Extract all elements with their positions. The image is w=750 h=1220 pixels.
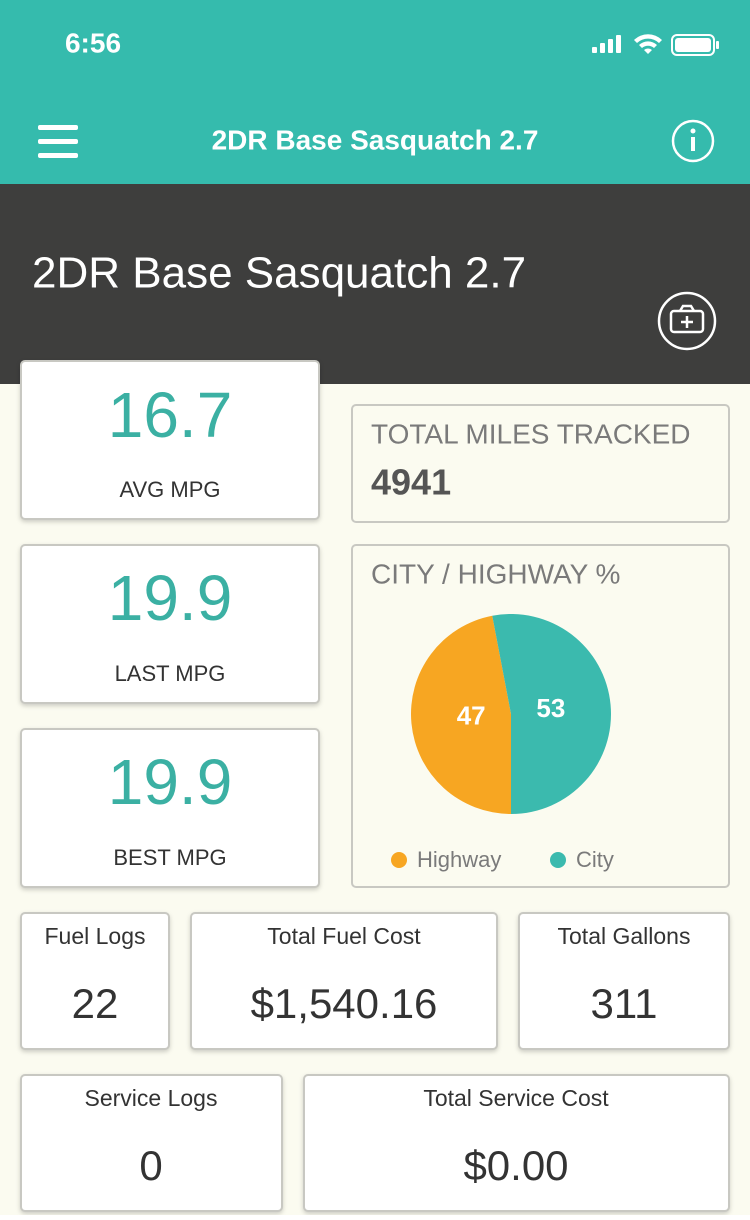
pie-chart: 47 53 Highway City: [391, 613, 614, 872]
status-icons: [592, 34, 719, 56]
best-mpg-value: 19.9: [108, 746, 233, 818]
fuel-cost-label: Total Fuel Cost: [267, 923, 421, 949]
service-logs-label: Service Logs: [85, 1085, 218, 1111]
slice-label: 47: [457, 701, 486, 731]
best-mpg-card: [20, 728, 320, 888]
legend-swatch: [550, 852, 566, 868]
gallons-value: 311: [591, 980, 658, 1027]
menu-button[interactable]: [38, 125, 78, 158]
fuel-logs-value: 22: [72, 980, 119, 1027]
legend-label: Highway: [417, 847, 501, 872]
legend-swatch: [391, 852, 407, 868]
last-mpg-value: 19.9: [108, 562, 233, 634]
pie-slice: [411, 615, 511, 814]
miles-label: TOTAL MILES TRACKED: [371, 418, 690, 449]
gallons-card: [518, 912, 730, 1050]
service-cost-label: Total Service Cost: [423, 1085, 609, 1111]
slice-label: 53: [536, 693, 565, 723]
service-logs-value: 0: [139, 1142, 162, 1189]
avg-mpg-label: AVG MPG: [119, 477, 220, 502]
info-button[interactable]: [671, 119, 715, 163]
pie-slice: [492, 613, 612, 814]
fuel-cost-card: [190, 912, 498, 1050]
service-cost-card: [303, 1074, 730, 1212]
pie-title: CITY / HIGHWAY %: [371, 558, 620, 589]
legend-label: City: [576, 847, 614, 872]
miles-card: [351, 404, 730, 523]
nav-title: 2DR Base Sasquatch 2.7: [212, 124, 539, 155]
avg-mpg-card: [20, 360, 320, 520]
service-logs-card: [20, 1074, 283, 1212]
add-photo-button[interactable]: [657, 291, 717, 351]
hero: [0, 184, 750, 384]
status-time: 6:56: [65, 27, 121, 58]
service-cost-value: $0.00: [463, 1142, 568, 1189]
fuel-logs-label: Fuel Logs: [44, 923, 145, 949]
hero-title: 2DR Base Sasquatch 2.7: [32, 249, 526, 298]
avg-mpg-value: 16.7: [108, 379, 233, 451]
last-mpg-card: [20, 544, 320, 704]
nav-bar: [0, 0, 750, 184]
best-mpg-label: BEST MPG: [113, 845, 226, 870]
gallons-label: Total Gallons: [558, 923, 691, 949]
fuel-cost-value: $1,540.16: [251, 980, 438, 1027]
miles-value: 4941: [371, 462, 451, 503]
fuel-logs-card: [20, 912, 170, 1050]
last-mpg-label: LAST MPG: [115, 661, 226, 686]
